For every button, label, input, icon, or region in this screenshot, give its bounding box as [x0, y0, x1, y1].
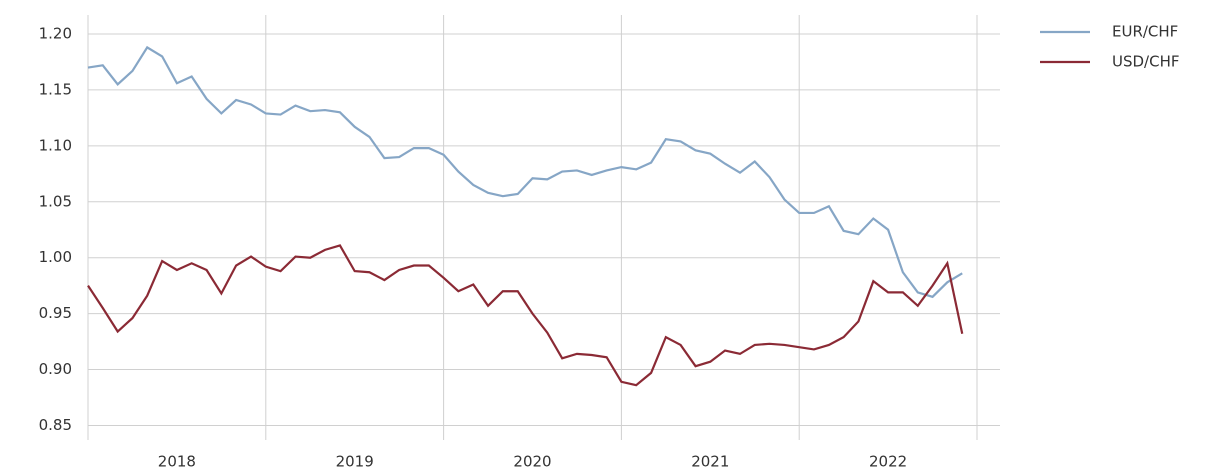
x-tick-label: 2022 [869, 453, 907, 470]
x-tick-label: 2019 [336, 453, 374, 470]
y-tick-label: 1.05 [39, 192, 72, 210]
y-tick-label: 1.00 [39, 248, 72, 266]
x-tick-label: 2020 [513, 453, 551, 470]
y-tick-label: 0.95 [39, 304, 72, 322]
y-tick-label: 1.20 [39, 25, 72, 43]
y-tick-label: 0.85 [39, 416, 72, 434]
legend-label: EUR/CHF [1112, 23, 1178, 41]
series-line [87, 244, 964, 387]
y-tick-label: 0.90 [39, 360, 72, 378]
series-line [87, 45, 963, 299]
x-tick-label: 2018 [158, 453, 196, 470]
y-tick-label: 1.15 [39, 80, 72, 98]
legend-label: USD/CHF [1112, 53, 1180, 71]
y-tick-label: 1.10 [39, 136, 72, 154]
x-tick-label: 2021 [691, 453, 729, 470]
